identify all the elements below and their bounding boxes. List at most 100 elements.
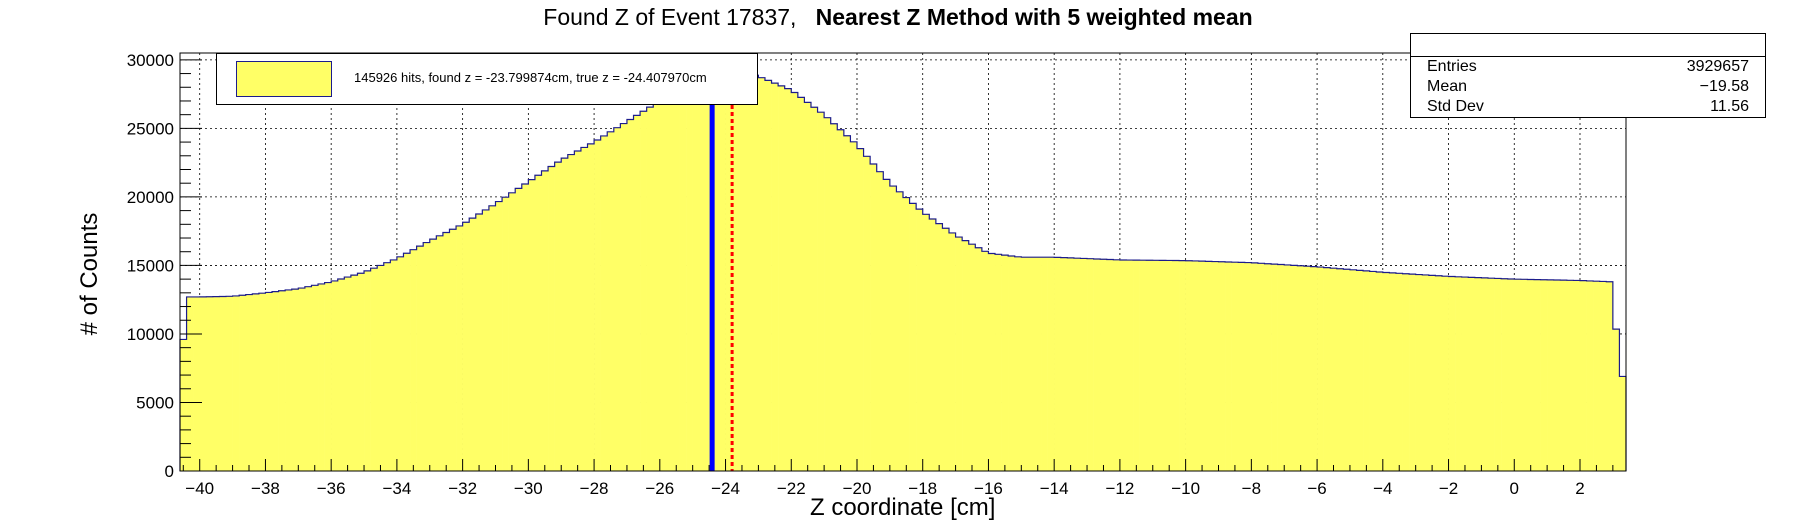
std-value: 11.56 bbox=[1710, 98, 1749, 115]
histogram-bar bbox=[1310, 266, 1318, 471]
x-tick-label: −30 bbox=[514, 479, 543, 498]
histogram-bar bbox=[521, 184, 529, 471]
histogram-bar bbox=[1165, 260, 1173, 471]
histogram-bar bbox=[1349, 269, 1357, 471]
histogram-bar bbox=[1336, 268, 1344, 471]
histogram-bar bbox=[1409, 274, 1416, 471]
histogram-bar bbox=[331, 280, 339, 471]
histogram-bar bbox=[797, 97, 805, 471]
histogram-bar bbox=[534, 175, 542, 471]
histogram-bar bbox=[1527, 279, 1535, 471]
histogram-bar bbox=[1606, 281, 1614, 471]
histogram-bar bbox=[561, 158, 569, 472]
histogram-bar bbox=[732, 72, 739, 471]
histogram-bar bbox=[1106, 259, 1114, 471]
y-tick-label: 5000 bbox=[136, 393, 174, 412]
histogram-bar bbox=[837, 129, 845, 471]
histogram-bar bbox=[1487, 278, 1495, 471]
histogram-bar bbox=[705, 76, 713, 471]
histogram-bar bbox=[870, 164, 878, 472]
x-axis: −40 −38 −36 −34 −32 −30 −28 −26 −24 −22 −20 −18 −16−… bbox=[182, 459, 1614, 498]
histogram-bar bbox=[291, 289, 299, 471]
histogram-bar bbox=[1211, 261, 1219, 471]
y-tick-label: 10000 bbox=[127, 325, 174, 344]
histogram-bar bbox=[1284, 264, 1292, 471]
histogram-bar bbox=[567, 154, 575, 471]
histogram-bar bbox=[600, 135, 608, 472]
histogram-bar bbox=[357, 273, 365, 471]
histogram-bar bbox=[1343, 269, 1351, 471]
x-tick-label: −16 bbox=[974, 479, 1003, 498]
histogram-bar bbox=[298, 288, 306, 471]
histogram-bar bbox=[1455, 276, 1462, 471]
chart-title: Found Z of Event 17837, Nearest Z Method… bbox=[0, 4, 1796, 31]
histogram-bar bbox=[850, 141, 858, 471]
histogram-bar bbox=[1185, 260, 1193, 471]
histogram-bar bbox=[311, 285, 319, 471]
histogram-bar bbox=[929, 218, 937, 471]
histogram-bar bbox=[272, 291, 279, 471]
histogram-bar bbox=[863, 156, 871, 471]
histogram-bar bbox=[995, 254, 1002, 471]
mean-value: −19.58 bbox=[1699, 78, 1749, 95]
histogram-bar bbox=[416, 246, 424, 471]
histogram-bar bbox=[1382, 272, 1390, 471]
histogram-bar bbox=[640, 111, 647, 471]
histogram-bar bbox=[1172, 260, 1180, 471]
histogram-bar bbox=[1448, 276, 1456, 471]
histogram-bar bbox=[889, 186, 897, 471]
histogram-bar bbox=[515, 188, 523, 471]
histogram-bar bbox=[935, 223, 943, 471]
histogram-bar bbox=[771, 83, 779, 471]
histogram-bar bbox=[659, 99, 667, 471]
histogram-bar bbox=[1363, 270, 1370, 471]
histogram-bar bbox=[1244, 262, 1252, 471]
histogram-bar bbox=[791, 92, 799, 472]
histogram-bar bbox=[1586, 280, 1594, 471]
histogram-bar bbox=[482, 209, 490, 471]
histogram-bar bbox=[1514, 279, 1522, 471]
histogram-bar bbox=[528, 179, 536, 472]
histogram-bar bbox=[1303, 266, 1311, 471]
histogram-bar bbox=[1264, 263, 1272, 471]
histogram-bar bbox=[337, 278, 345, 471]
histogram-bar bbox=[423, 242, 431, 471]
histogram-bar bbox=[738, 72, 746, 472]
histogram-bar bbox=[1027, 257, 1035, 471]
x-tick-label: −14 bbox=[1040, 479, 1069, 498]
histogram-bar bbox=[1021, 257, 1029, 471]
histogram-bar bbox=[843, 135, 851, 471]
histogram-bar bbox=[318, 283, 325, 471]
x-tick-label: 0 bbox=[1510, 479, 1519, 498]
histogram-bar bbox=[594, 140, 601, 471]
histogram-bar bbox=[1014, 256, 1022, 471]
histogram-bar bbox=[1422, 274, 1430, 471]
x-tick-label: −26 bbox=[645, 479, 674, 498]
histogram-bar bbox=[1540, 279, 1548, 471]
x-tick-label: −28 bbox=[580, 479, 609, 498]
histogram-bar bbox=[1093, 258, 1101, 471]
histogram-bar bbox=[824, 117, 831, 472]
histogram-bar bbox=[1547, 279, 1554, 471]
x-axis-title: Z coordinate [cm] bbox=[810, 494, 996, 521]
histogram-bar bbox=[1356, 270, 1364, 471]
histogram-bar bbox=[942, 228, 950, 471]
histogram-bar bbox=[390, 259, 398, 471]
histogram-bar bbox=[626, 119, 634, 472]
histogram-bar bbox=[469, 218, 477, 471]
histogram-bar bbox=[1192, 260, 1200, 471]
x-tick-label: −18 bbox=[908, 479, 937, 498]
histogram-bar bbox=[1073, 258, 1081, 471]
x-tick-label: −36 bbox=[317, 479, 346, 498]
histogram-bar bbox=[1297, 265, 1305, 471]
histogram-bar bbox=[324, 282, 332, 471]
histogram-bar bbox=[679, 88, 687, 472]
histogram-bar bbox=[370, 268, 378, 471]
histogram-bar bbox=[672, 92, 680, 471]
histogram-bar bbox=[1218, 261, 1226, 471]
std-label: Std Dev bbox=[1427, 98, 1484, 115]
legend-label: 145926 hits, found z = -23.799874cm, tru… bbox=[354, 70, 707, 85]
histogram-bar bbox=[199, 296, 207, 471]
x-tick-label: −20 bbox=[843, 479, 872, 498]
histogram-bar bbox=[764, 80, 772, 471]
